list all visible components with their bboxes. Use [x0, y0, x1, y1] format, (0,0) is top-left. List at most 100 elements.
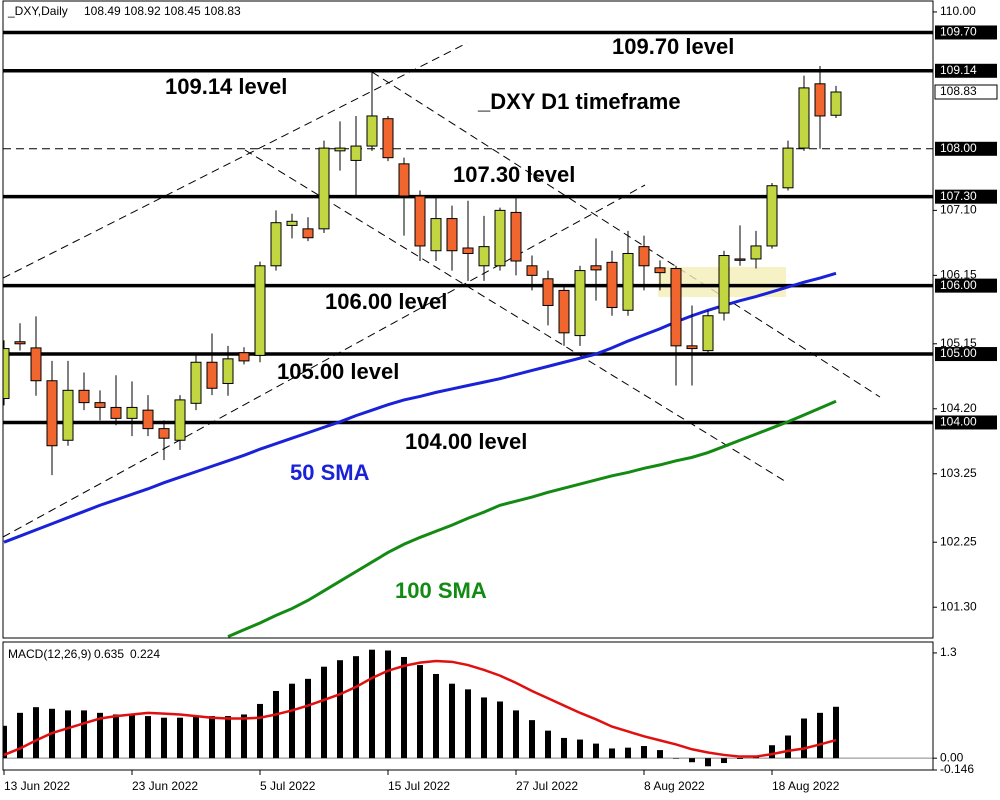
header-low: 108.45: [164, 4, 201, 18]
y-tick-label: 107.10: [940, 203, 977, 217]
candle-body: [382, 118, 394, 159]
macd-bar: [273, 690, 279, 759]
macd-bar: [625, 747, 631, 759]
level-label: 107.30: [940, 189, 977, 203]
y-tick-label: 105.15: [940, 336, 977, 350]
level-label: 106.00: [940, 278, 977, 292]
level-box: [935, 278, 997, 293]
candle-body: [414, 195, 426, 247]
candle-body: [110, 406, 122, 419]
y-tick-label: 104.20: [940, 401, 977, 415]
level-label: 104.00: [940, 415, 977, 429]
candle-body: [206, 361, 218, 389]
candle-body: [286, 220, 298, 226]
candle-body: [574, 270, 586, 337]
macd-bar: [721, 758, 727, 764]
x-tick-label: 23 Jun 2022: [132, 779, 198, 793]
level-box: [935, 63, 997, 78]
y-tick-label: 102.25: [940, 534, 977, 548]
candle-body: [238, 352, 250, 362]
trend-line: [371, 71, 881, 398]
candle-body: [734, 258, 746, 261]
candle-body: [174, 399, 186, 441]
header-close: 108.83: [204, 4, 241, 18]
candle-body: [702, 315, 714, 352]
candle-body: [510, 211, 522, 262]
candle-body: [14, 341, 26, 345]
trend-line: [3, 42, 468, 279]
level-annotation: 104.00 level: [405, 429, 527, 454]
x-tick-label: 15 Jul 2022: [388, 779, 450, 793]
macd-bar: [673, 758, 679, 759]
macd-bar: [561, 737, 567, 759]
trend-line: [3, 184, 646, 538]
level-label: 105.00: [940, 346, 977, 360]
macd-bar: [129, 713, 135, 759]
candle-body: [46, 380, 58, 447]
candle-body: [430, 218, 442, 252]
level-label: 109.70: [940, 25, 977, 39]
sma-line: [3, 271, 837, 544]
candle-body: [350, 145, 362, 161]
chart-title: _DXY,Daily: [7, 4, 68, 18]
macd-bar: [385, 650, 391, 759]
level-box: [935, 415, 997, 430]
header-high: 108.92: [124, 4, 161, 18]
frame: [2, 0, 934, 771]
candle-body: [62, 389, 74, 441]
candle-body: [686, 345, 698, 350]
level-box: [935, 189, 997, 204]
candle-body: [670, 268, 682, 347]
macd-bar: [305, 678, 311, 759]
price-label: 108.83: [940, 84, 977, 98]
candle-body: [334, 147, 346, 152]
sma-line: [227, 399, 837, 638]
macd-bar: [705, 758, 711, 767]
candle-body: [558, 289, 570, 334]
macd-bar: [241, 714, 247, 759]
macd-bar: [321, 666, 327, 759]
macd-bar: [737, 758, 743, 759]
candle-body: [542, 278, 554, 306]
level-annotation: 109.70 level: [612, 34, 734, 59]
candle-body: [126, 406, 138, 419]
candle-body: [302, 228, 314, 239]
level-annotation: 109.14 level: [165, 74, 287, 99]
chart-subtitle: _DXY D1 timeframe: [477, 89, 681, 114]
level-annotation: 107.30 level: [453, 162, 575, 187]
macd-bar: [817, 712, 823, 759]
candle-body: [366, 115, 378, 147]
y-tick-label: 103.25: [940, 466, 977, 480]
level-box: [935, 141, 997, 156]
y-tick-label: 1.3: [940, 645, 957, 659]
signal-value: 0.224: [130, 647, 160, 661]
x-tick-label: 13 Jun 2022: [4, 779, 70, 793]
level-label: 109.14: [940, 63, 977, 77]
macd-bar: [177, 717, 183, 759]
macd-bar: [369, 649, 375, 759]
macd-bar: [465, 689, 471, 759]
candle-body: [398, 163, 410, 197]
macd-bar: [593, 743, 599, 759]
candle-body: [638, 246, 650, 267]
macd-panel: [3, 649, 933, 767]
macd-panel-border: [2, 641, 934, 771]
macd-bar: [145, 716, 151, 759]
candle-body: [142, 409, 154, 430]
macd-bar: [657, 750, 663, 759]
candle-body: [222, 358, 234, 384]
macd-bar: [577, 739, 583, 759]
candle-body: [622, 252, 634, 311]
macd-bar: [497, 701, 503, 759]
trend-line: [244, 149, 789, 484]
macd-bar: [81, 710, 87, 759]
candle-body: [94, 402, 106, 408]
y-tick-label: -0.146: [940, 762, 974, 776]
macd-bar: [337, 660, 343, 759]
candle-body: [446, 218, 458, 252]
macd-bar: [225, 716, 231, 759]
level-label: 108.00: [940, 141, 977, 155]
x-tick-label: 18 Aug 2022: [772, 779, 840, 793]
macd-bar: [689, 758, 695, 763]
